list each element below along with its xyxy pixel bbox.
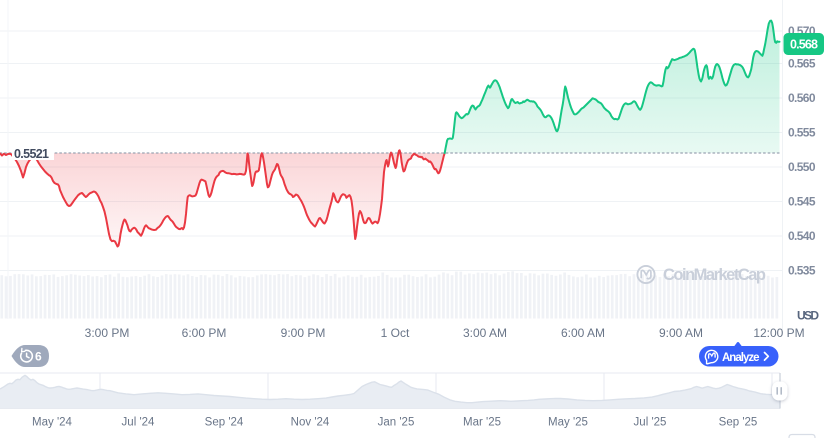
svg-text:Sep '24: Sep '24 bbox=[205, 417, 244, 429]
svg-text:0.535: 0.535 bbox=[788, 264, 816, 278]
svg-text:May '25: May '25 bbox=[548, 417, 588, 429]
svg-text:12:00 PM: 12:00 PM bbox=[753, 326, 804, 340]
svg-text:USD: USD bbox=[797, 309, 819, 323]
svg-text:0.545: 0.545 bbox=[788, 195, 816, 209]
svg-text:0.540: 0.540 bbox=[788, 229, 816, 243]
svg-text:1 Oct: 1 Oct bbox=[381, 326, 410, 340]
svg-text:6: 6 bbox=[35, 350, 42, 364]
svg-text:9:00 AM: 9:00 AM bbox=[659, 326, 703, 340]
svg-text:9:00 PM: 9:00 PM bbox=[281, 326, 326, 340]
svg-text:0.550: 0.550 bbox=[788, 160, 816, 174]
svg-text:0.560: 0.560 bbox=[788, 91, 816, 105]
svg-text:3:00 PM: 3:00 PM bbox=[85, 326, 130, 340]
svg-text:6:00 AM: 6:00 AM bbox=[561, 326, 605, 340]
svg-text:Nov '24: Nov '24 bbox=[291, 417, 330, 429]
svg-text:May '24: May '24 bbox=[32, 417, 73, 429]
svg-text:3:00 AM: 3:00 AM bbox=[463, 326, 507, 340]
svg-text:Mar '25: Mar '25 bbox=[463, 417, 501, 429]
svg-text:0.5521: 0.5521 bbox=[14, 147, 49, 161]
svg-text:Jul '25: Jul '25 bbox=[634, 417, 667, 429]
svg-text:CoinMarketCap: CoinMarketCap bbox=[663, 266, 766, 284]
svg-text:0.565: 0.565 bbox=[788, 57, 816, 71]
svg-text:0.555: 0.555 bbox=[788, 126, 816, 140]
svg-text:Jul '24: Jul '24 bbox=[122, 417, 155, 429]
svg-text:Jan '25: Jan '25 bbox=[378, 417, 415, 429]
svg-text:Analyze: Analyze bbox=[722, 352, 760, 364]
svg-text:0.568: 0.568 bbox=[790, 38, 818, 52]
svg-text:Sep '25: Sep '25 bbox=[719, 417, 758, 429]
svg-text:6:00 PM: 6:00 PM bbox=[182, 326, 227, 340]
